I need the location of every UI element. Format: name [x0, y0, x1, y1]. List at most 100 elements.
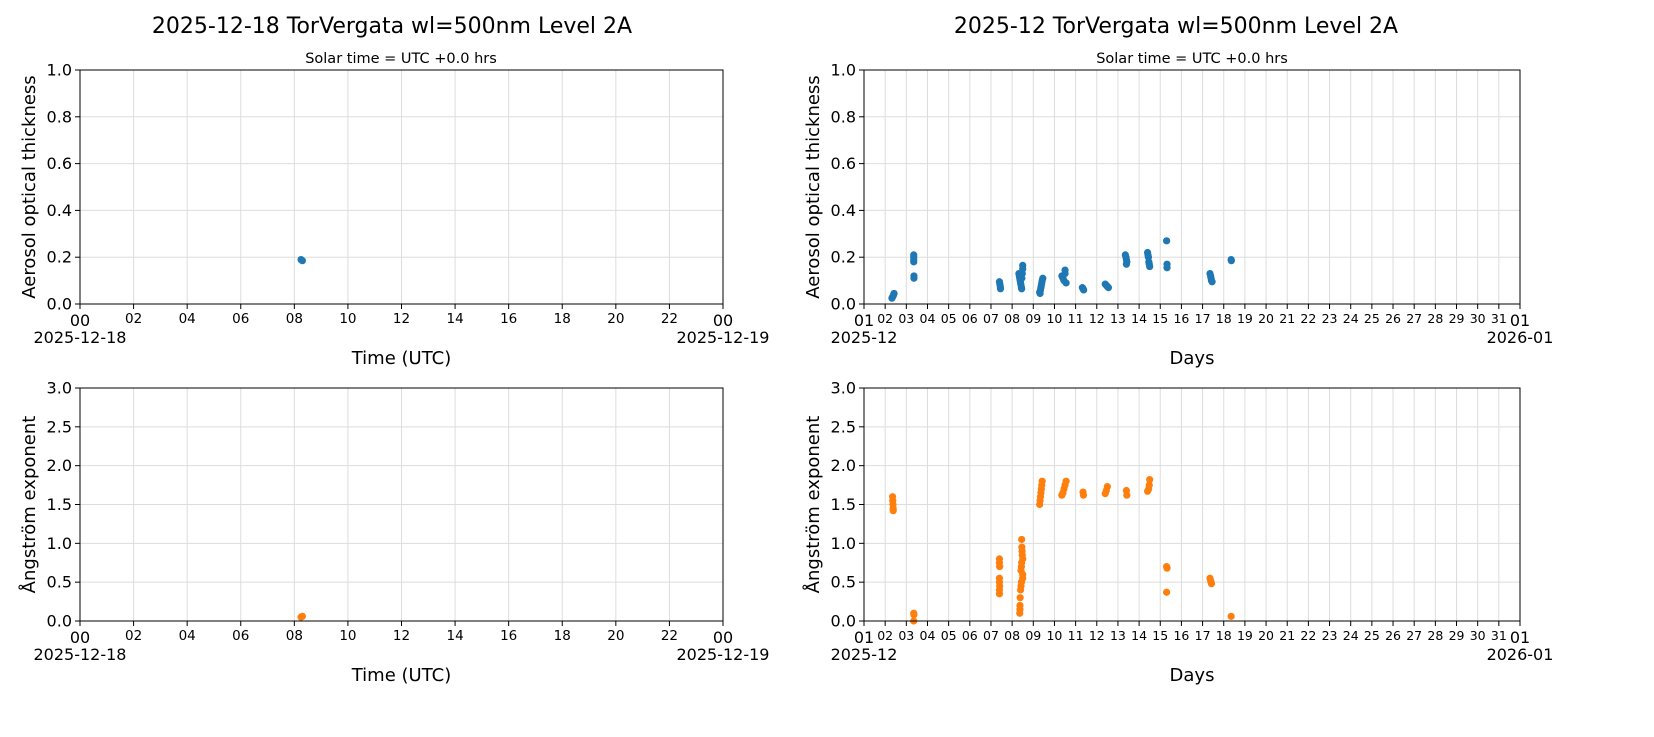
x-tick-label: 20	[1258, 311, 1274, 326]
data-point	[1208, 278, 1216, 286]
x-tick-label: 10	[339, 628, 356, 644]
x-tick-label: 19	[1237, 311, 1253, 326]
data-point	[1016, 586, 1025, 594]
y-axis-label: Ångström exponent	[802, 416, 824, 594]
data-point	[1227, 257, 1235, 265]
y-tick-label: 1.5	[831, 495, 856, 514]
x-tick-label: 18	[554, 311, 571, 327]
x-tick-label: 04	[920, 628, 936, 643]
data-point	[1122, 260, 1130, 268]
x-tick-label: 14	[446, 311, 463, 327]
x-tick-label: 08	[286, 628, 303, 644]
monthly-aod-axes: 0.00.20.40.60.81.001 02 03 04 05 06 07 08 09 10 11…	[803, 61, 1553, 370]
x-tick-label: 00	[70, 628, 90, 647]
data-point	[1016, 594, 1024, 602]
x-tick-label: 01	[854, 628, 874, 647]
data-point	[1146, 262, 1154, 271]
x-tick-label: 24	[1343, 628, 1359, 643]
x-tick-label: 20	[1258, 628, 1274, 643]
x-tick-label: 18	[554, 628, 571, 644]
x-tick-label: 06	[232, 628, 249, 644]
x-tick-label: 12	[393, 628, 410, 644]
y-tick-label: 0.2	[47, 248, 72, 267]
x-tick-label: 27	[1406, 628, 1422, 643]
x-tick-label: 00	[713, 628, 733, 647]
data-point	[890, 289, 898, 298]
data-point	[889, 507, 897, 515]
x-major-label-start: 2025-12	[831, 645, 898, 664]
x-tick-label: 18	[1216, 628, 1232, 643]
x-tick-label: 06	[962, 628, 978, 643]
x-tick-label: 23	[1322, 311, 1338, 326]
x-tick-label: 08	[1004, 311, 1020, 326]
data-point	[910, 611, 918, 619]
x-tick-label: 10	[1046, 311, 1062, 326]
x-tick-label: 21	[1279, 311, 1295, 326]
right-subtitle: Solar time = UTC +0.0 hrs	[1096, 51, 1288, 67]
x-tick-label: 28	[1427, 311, 1443, 326]
x-tick-label: 07	[983, 311, 999, 326]
x-tick-label: 00	[713, 311, 733, 330]
y-axis-label: Aerosol optical thickness	[19, 75, 40, 298]
x-tick-label: 02	[125, 628, 142, 644]
x-tick-label: 03	[898, 311, 914, 326]
y-tick-label: 3.0	[831, 379, 856, 398]
x-tick-label: 02	[877, 628, 893, 643]
x-tick-label: 22	[661, 311, 678, 327]
x-tick-label: 12	[393, 311, 410, 327]
y-tick-label: 1.0	[831, 61, 856, 80]
x-tick-label: 26	[1385, 311, 1401, 326]
data-point	[910, 274, 918, 282]
x-tick-label: 06	[962, 311, 978, 326]
x-tick-label: 18	[1216, 311, 1232, 326]
data-point	[1163, 264, 1171, 272]
x-major-label-start: 2025-12-18	[34, 328, 127, 347]
x-major-label-end: 2026-01	[1487, 645, 1554, 664]
data-point	[1038, 477, 1046, 485]
data-point	[1163, 237, 1171, 245]
x-tick-label: 30	[1470, 628, 1486, 643]
data-point	[1016, 609, 1024, 617]
x-axis-label: Days	[1170, 348, 1215, 369]
data-point	[1227, 612, 1235, 620]
x-tick-label: 02	[125, 311, 142, 327]
data-point	[1061, 266, 1069, 274]
y-tick-label: 1.0	[47, 534, 72, 553]
data-point	[910, 258, 918, 266]
x-tick-label: 08	[286, 311, 303, 327]
x-tick-label: 17	[1195, 311, 1211, 326]
data-point	[1018, 274, 1026, 282]
data-point	[298, 257, 306, 265]
data-point	[996, 563, 1004, 571]
y-tick-label: 2.0	[47, 456, 72, 475]
y-tick-label: 0.6	[831, 154, 856, 173]
x-tick-label: 01	[854, 311, 874, 330]
x-major-label-start: 2025-12-18	[34, 645, 127, 664]
data-point	[1146, 476, 1154, 484]
x-tick-label: 27	[1406, 311, 1422, 326]
x-tick-label: 31	[1491, 628, 1507, 643]
x-tick-label: 20	[607, 311, 624, 327]
y-tick-label: 1.0	[47, 61, 72, 80]
x-tick-label: 05	[941, 311, 957, 326]
x-tick-label: 15	[1152, 628, 1168, 643]
x-tick-label: 23	[1322, 628, 1338, 643]
x-tick-label: 29	[1449, 628, 1465, 643]
x-tick-label: 10	[339, 311, 356, 327]
data-point	[1145, 481, 1153, 489]
x-tick-label: 14	[1131, 628, 1147, 643]
y-tick-label: 0.4	[47, 201, 72, 220]
x-tick-label: 10	[1046, 628, 1062, 643]
x-tick-label: 16	[1173, 311, 1189, 326]
data-point	[1163, 588, 1171, 596]
x-tick-label: 16	[1173, 628, 1189, 643]
x-tick-label: 21	[1279, 628, 1295, 643]
right-title: 2025-12 TorVergata wl=500nm Level 2A	[954, 14, 1398, 39]
data-point	[995, 590, 1004, 598]
data-point	[1080, 286, 1088, 294]
y-tick-label: 0.0	[831, 295, 856, 314]
x-tick-label: 25	[1364, 628, 1380, 643]
x-axis-label: Time (UTC)	[351, 348, 452, 369]
y-tick-label: 2.5	[47, 417, 72, 436]
